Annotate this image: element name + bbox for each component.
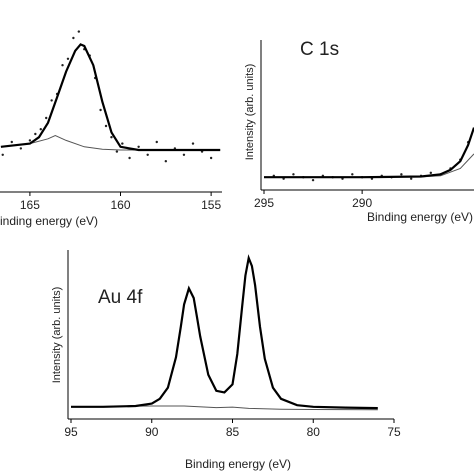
- x-tick-label: 295: [254, 196, 274, 210]
- x-tick-label: 95: [64, 425, 78, 439]
- data-point: [209, 156, 213, 160]
- fit-curve: [71, 254, 378, 410]
- x-tick-label: 90: [145, 425, 159, 439]
- panel-title: C 1s: [300, 39, 339, 60]
- x-tick-label: 75: [387, 425, 401, 439]
- data-point: [146, 153, 149, 156]
- data-point: [39, 128, 42, 131]
- data-point: [45, 116, 48, 120]
- data-point: [72, 36, 75, 40]
- data-point: [311, 178, 315, 182]
- x-tick-label: 155: [201, 198, 221, 212]
- x-axis-label: Binding energy (eV): [185, 457, 291, 471]
- data-point: [429, 171, 433, 175]
- data-point: [61, 63, 64, 67]
- x-tick-label: 80: [307, 425, 321, 439]
- data-point: [128, 156, 131, 160]
- y-axis-label: Intensity (arb. units): [244, 64, 256, 161]
- data-point: [104, 124, 108, 128]
- fit-curve: [264, 127, 474, 179]
- data-point: [34, 132, 37, 136]
- data-point: [99, 108, 102, 112]
- data-point: [137, 145, 140, 148]
- fit-curve: [70, 405, 378, 411]
- x-axis-label: Binding energy (eV): [367, 210, 473, 224]
- y-axis-label: Intensity (arb. units): [51, 287, 63, 384]
- data-point: [292, 173, 295, 176]
- data-point: [191, 142, 195, 145]
- data-point: [164, 160, 168, 163]
- data-point: [351, 173, 354, 176]
- data-point: [400, 173, 403, 176]
- data-point: [50, 99, 53, 102]
- data-point: [155, 140, 158, 144]
- data-point: [1, 153, 4, 156]
- data-point: [77, 30, 81, 33]
- x-tick-label: 160: [110, 198, 130, 212]
- data-point: [182, 153, 186, 156]
- data-point: [121, 142, 124, 145]
- x-tick-label: 290: [352, 196, 372, 210]
- x-tick-label: 85: [226, 425, 240, 439]
- data-point: [19, 147, 23, 150]
- data-point: [10, 140, 13, 144]
- data-point: [115, 150, 119, 153]
- x-tick-label: 165: [20, 198, 40, 212]
- panel-title: Au 4f: [98, 287, 143, 308]
- fit-curve: [0, 43, 221, 152]
- data-point: [110, 136, 113, 139]
- data-point: [66, 57, 70, 60]
- data-point: [28, 139, 32, 142]
- x-axis-label: inding energy (eV): [0, 214, 98, 228]
- data-point: [409, 177, 413, 180]
